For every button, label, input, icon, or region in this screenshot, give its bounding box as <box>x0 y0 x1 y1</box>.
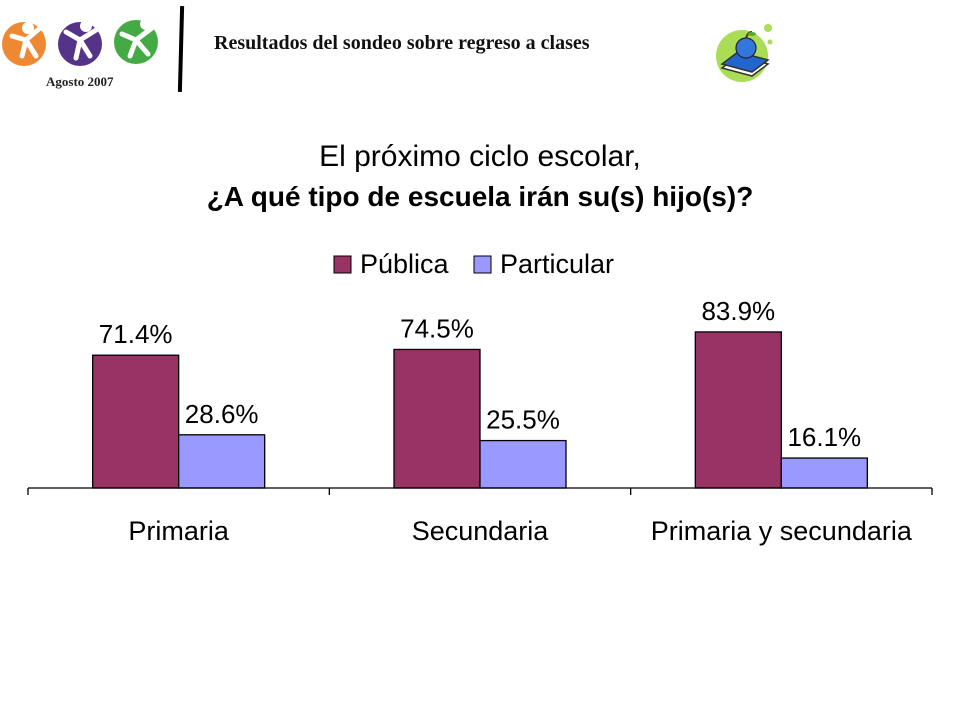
legend-label-1: Pública <box>360 249 450 279</box>
report-date: Agosto 2007 <box>46 74 114 89</box>
bar-2-1 <box>178 434 266 489</box>
legend-swatch-1 <box>333 255 352 274</box>
data-label-1-1: 71.4% <box>99 319 173 349</box>
data-label-2-2: 25.5% <box>486 405 560 435</box>
book-apple-icon <box>716 24 773 82</box>
chart-title-line-1: El próximo ciclo escolar, <box>319 140 641 173</box>
bar-1-3 <box>694 331 782 489</box>
x-tick-label-1: Primaria <box>128 516 229 546</box>
data-label-2-1: 28.6% <box>185 399 259 429</box>
chart-title-line-2: ¿A qué tipo de escuela irán su(s) hijo(s… <box>206 181 754 212</box>
data-label-2-3: 16.1% <box>787 422 861 452</box>
legend-label-2: Particular <box>500 249 614 279</box>
page-title: Resultados del sondeo sobre regreso a cl… <box>214 32 590 54</box>
bar-2-3 <box>780 457 868 489</box>
data-label-1-3: 83.9% <box>701 296 775 326</box>
children-logo-icon <box>2 18 158 66</box>
x-tick-label-2: Secundaria <box>412 516 550 546</box>
data-label-1-2: 74.5% <box>400 313 474 343</box>
bar-1-2 <box>393 348 481 489</box>
bar-1-1 <box>92 354 180 489</box>
logo-group: Agosto 2007 <box>0 6 180 90</box>
x-tick-label-3: Primaria y secundaria <box>651 516 913 546</box>
bar-2-2 <box>479 439 567 489</box>
legend-swatch-2 <box>473 255 492 274</box>
